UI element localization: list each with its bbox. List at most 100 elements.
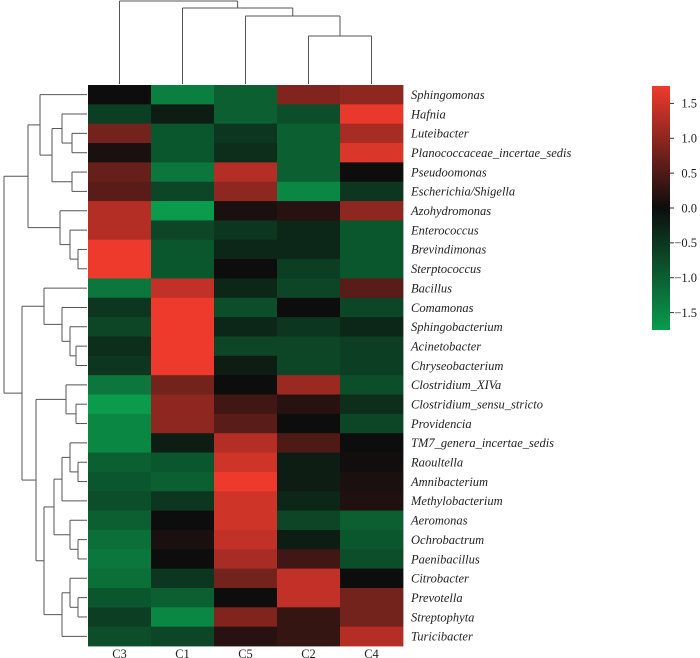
heatmap-cell: [88, 278, 152, 299]
heatmap-cell: [151, 568, 215, 589]
heatmap-cell: [340, 549, 404, 570]
heatmap-cell: [277, 394, 341, 415]
heatmap-cell: [277, 433, 341, 453]
colorbar-tick-label: −1.5: [674, 306, 697, 320]
heatmap-cell: [340, 587, 404, 608]
heatmap-cell: [151, 259, 215, 279]
row-label: Sphingomonas: [411, 88, 485, 102]
heatmap-cell: [214, 220, 278, 241]
heatmap-cell: [277, 143, 341, 163]
heatmap-cell: [340, 297, 404, 318]
heatmap-cell: [214, 568, 278, 589]
heatmap-cell: [340, 123, 404, 144]
row-label: Clostridium_sensu_stricto: [411, 397, 543, 411]
row-label: Raoultella: [410, 456, 463, 470]
row-label: Bacillus: [411, 281, 452, 295]
row-label: Prevotella: [410, 591, 463, 605]
heatmap-cell: [214, 375, 278, 395]
heatmap-cell: [151, 85, 215, 105]
row-label: Aeromonas: [410, 514, 468, 528]
row-labels: Sphingomonas Hafnia Luteibacter Planococcac…: [410, 88, 571, 644]
heatmap-cell: [88, 104, 152, 125]
heatmap-cell: [88, 181, 152, 202]
row-label: Sphingobacterium: [411, 320, 503, 334]
heatmap-cell: [151, 587, 215, 608]
heatmap-cell: [151, 452, 215, 473]
heatmap-cell: [277, 181, 341, 202]
heatmap-cell: [151, 201, 215, 221]
heatmap-cell: [88, 626, 152, 647]
heatmap-cell: [214, 549, 278, 570]
heatmap-cell: [151, 394, 215, 415]
heatmap-cell: [214, 510, 278, 531]
heatmap-cell: [151, 413, 215, 434]
heatmap-cell: [277, 201, 341, 221]
heatmap-cell: [88, 394, 152, 415]
heatmap-cell: [277, 162, 341, 183]
heatmap-cell: [151, 433, 215, 453]
heatmap-cell: [277, 355, 341, 376]
row-label: Streptophyta: [411, 610, 474, 624]
colorbar: 1.5 1.0 0.5 0.0 −0.5 −1.0 −1.5: [652, 86, 697, 330]
heatmap-cell: [340, 336, 404, 357]
heatmap-cell: [277, 413, 341, 434]
heatmap-cell: [340, 471, 404, 492]
heatmap-cell: [277, 587, 341, 608]
heatmap-cell: [88, 143, 152, 163]
heatmap-cell: [340, 104, 404, 125]
colorbar-tick-label: 0.5: [681, 166, 697, 180]
colorbar-tick-label: 1.0: [681, 132, 697, 146]
heatmap-cell: [214, 259, 278, 279]
row-label: Citrobacter: [411, 572, 469, 586]
heatmap-cell: [214, 452, 278, 473]
heatmap-cell: [214, 123, 278, 144]
column-label: C5: [238, 647, 253, 658]
colorbar-tick-label: 0.0: [681, 201, 697, 215]
heatmap-cell: [88, 297, 152, 318]
heatmap-cell: [340, 162, 404, 183]
heatmap-cell: [340, 259, 404, 279]
heatmap-cell: [151, 123, 215, 144]
heatmap-cell: [340, 278, 404, 299]
heatmap-cell: [214, 317, 278, 337]
heatmap-cell: [340, 375, 404, 395]
row-dendrogram: [3, 94, 87, 637]
heatmap-cell: [277, 317, 341, 337]
colorbar-gradient: [652, 86, 670, 330]
heatmap-cell: [277, 336, 341, 357]
row-label: Enterococcus: [410, 223, 479, 237]
heatmap-cell: [340, 239, 404, 260]
heatmap-cell: [214, 607, 278, 628]
heatmap-cell: [151, 626, 215, 647]
heatmap-cell: [340, 85, 404, 105]
heatmap-cell: [88, 549, 152, 570]
heatmap-cell: [214, 181, 278, 202]
heatmap-cell: [340, 510, 404, 531]
row-label: Pseudoomonas: [410, 165, 487, 179]
heatmap-cell: [151, 355, 215, 376]
heatmap-cell: [277, 510, 341, 531]
column-dendrogram: [119, 0, 372, 84]
heatmap-cell: [277, 297, 341, 318]
heatmap-cell: [340, 143, 404, 163]
heatmap-cell: [214, 201, 278, 221]
heatmap-cell: [88, 471, 152, 492]
heatmap-cell: [340, 626, 404, 647]
row-label: TM7_genera_incertae_sedis: [411, 436, 554, 450]
row-label: Chryseobacterium: [411, 359, 503, 373]
row-label: Sterptococcus: [411, 262, 481, 276]
heatmap-cell: [214, 394, 278, 415]
heatmap-cell: [277, 259, 341, 279]
colorbar-tick-label: 1.5: [681, 97, 697, 111]
heatmap-cell: [88, 375, 152, 395]
heatmap-cell: [88, 433, 152, 453]
heatmap-cell: [340, 413, 404, 434]
heatmap-cell: [340, 394, 404, 415]
heatmap-cell: [277, 375, 341, 395]
heatmap-cell: [88, 123, 152, 144]
heatmap-cell: [151, 529, 215, 550]
heatmap-cell: [277, 104, 341, 125]
heatmap-cell: [151, 317, 215, 337]
heatmap-cell: [340, 607, 404, 628]
heatmap-cell: [151, 239, 215, 260]
